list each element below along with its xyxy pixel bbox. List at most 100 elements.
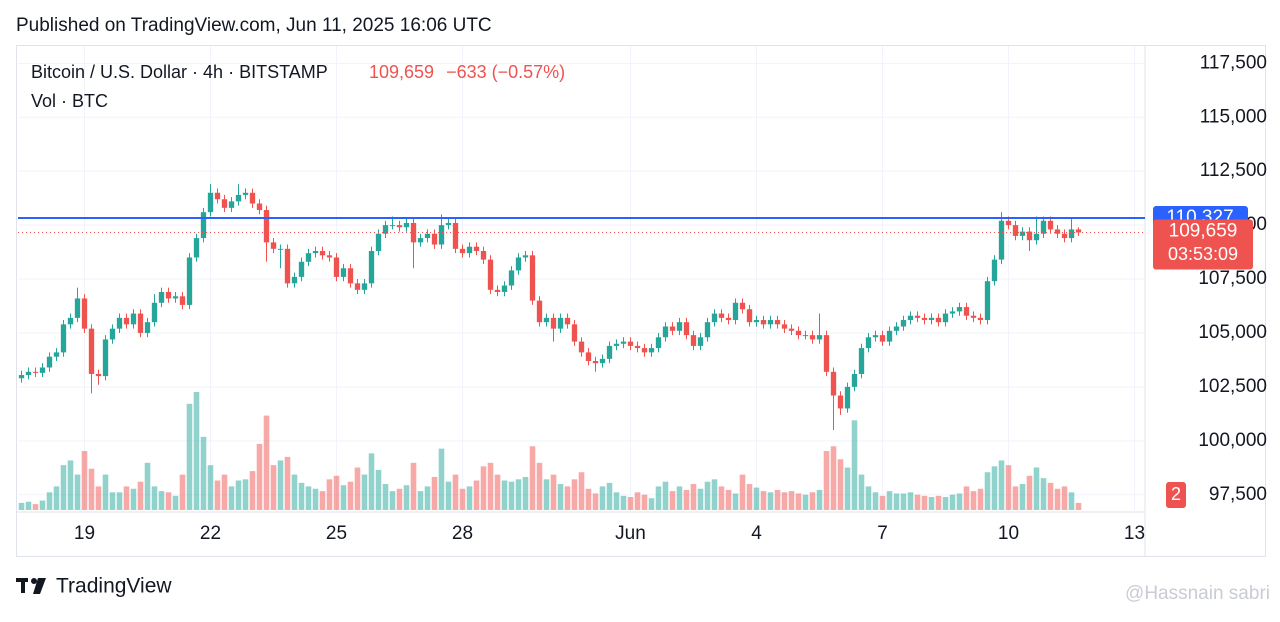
volume-bar <box>326 479 333 510</box>
candle-body <box>1068 229 1075 239</box>
x-tick-label: Jun <box>615 523 646 544</box>
candle-body <box>1075 229 1082 233</box>
candle-body <box>998 220 1005 260</box>
candle-body <box>32 371 39 373</box>
volume-bar <box>109 492 116 510</box>
volume-bar <box>865 486 872 510</box>
volume-bar <box>522 476 529 510</box>
candle-body <box>452 222 459 249</box>
candle-body <box>767 320 774 325</box>
candle-body <box>431 233 438 245</box>
volume-bar <box>396 488 403 510</box>
candle-body <box>956 307 963 312</box>
candle-body <box>382 225 389 234</box>
volume-bar <box>221 474 228 510</box>
countdown: 03:53:09 <box>1168 244 1238 264</box>
candle-body <box>711 313 718 323</box>
volume-bar <box>445 481 452 510</box>
candle-body <box>46 356 53 368</box>
candle-body <box>641 348 648 353</box>
volume-bar <box>81 451 88 510</box>
grid <box>18 46 1145 512</box>
x-tick-label: 22 <box>200 523 221 544</box>
volume-bar <box>487 462 494 510</box>
x-tick-label: 13 <box>1124 523 1145 544</box>
volume-bar <box>816 489 823 510</box>
candle-body <box>865 337 872 349</box>
candle-body <box>816 335 823 340</box>
volume-bar <box>417 491 424 510</box>
volume-bar <box>375 469 382 510</box>
brand: TradingView <box>56 575 172 598</box>
chart-frame <box>16 45 1266 557</box>
x-tick-label: 7 <box>877 523 888 544</box>
candle-body <box>1019 231 1026 236</box>
volume-bar <box>312 488 319 510</box>
volume-bar <box>501 480 508 510</box>
candle-body <box>1040 220 1047 234</box>
volume-bar <box>403 485 410 510</box>
candle-body <box>186 257 193 305</box>
volume-bar <box>270 465 277 510</box>
volume-bar <box>249 471 256 510</box>
volume-bar <box>214 480 221 510</box>
candle-body <box>291 276 298 284</box>
candle-body <box>690 335 697 346</box>
volume-bar <box>466 486 473 510</box>
volume-bar <box>39 500 46 510</box>
volume-bar <box>620 495 627 510</box>
candle-body <box>165 291 172 299</box>
candle-body <box>424 233 431 239</box>
volume-bar <box>760 491 767 510</box>
candle-body <box>522 255 529 258</box>
volume-bar <box>1075 502 1082 510</box>
volume-bar <box>767 492 774 510</box>
volume-bar <box>536 462 543 510</box>
volume-bar <box>1061 486 1068 510</box>
candle-body <box>347 268 354 284</box>
y-tick-label: 97,500 <box>1209 484 1267 505</box>
volume-bar <box>704 481 711 510</box>
last-price: 109,659 <box>369 62 434 82</box>
candle-body <box>830 371 837 396</box>
volume-bar <box>844 467 851 510</box>
volume-bar <box>809 492 816 510</box>
candle-body <box>1005 220 1012 226</box>
volume-bar <box>648 498 655 510</box>
candle-body <box>529 255 536 301</box>
volume-bar <box>431 476 438 510</box>
volume-bar <box>123 486 130 510</box>
volume-bar <box>928 497 935 510</box>
watermark: @Hassnain sabri <box>1125 583 1270 604</box>
volume-bar <box>438 448 445 510</box>
candle-body <box>753 320 760 323</box>
candle-body <box>396 225 403 228</box>
volume-bar <box>1047 482 1054 510</box>
volume-bar <box>676 486 683 510</box>
candle-body <box>508 270 515 286</box>
volume-bar <box>102 474 109 510</box>
volume-bar <box>788 491 795 510</box>
candle-body <box>137 313 144 333</box>
volume-bar <box>95 486 102 510</box>
volume-bar <box>291 474 298 510</box>
volume-bar <box>1026 475 1033 510</box>
candle-body <box>697 337 704 346</box>
candle-body <box>1054 229 1061 234</box>
y-tick-label: 100,000 <box>1198 430 1267 451</box>
volume-bar <box>1019 484 1026 510</box>
volume-bar <box>550 474 557 510</box>
volume-pane <box>18 392 1082 510</box>
candle-body <box>319 250 326 256</box>
candle-body <box>683 322 690 336</box>
candle-body <box>613 343 620 346</box>
y-tick-label: 117,500 <box>1200 52 1267 73</box>
candle-body <box>480 250 487 260</box>
volume-bar <box>424 486 431 510</box>
volume-bar <box>60 465 67 510</box>
y-tick-label: 105,000 <box>1198 322 1267 343</box>
volume-bar <box>256 443 263 510</box>
candle-body <box>270 242 277 249</box>
candle-body <box>501 285 508 292</box>
